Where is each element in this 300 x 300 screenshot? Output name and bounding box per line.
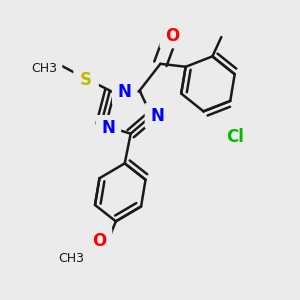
Text: N: N (101, 119, 115, 137)
FancyBboxPatch shape (217, 124, 253, 149)
FancyBboxPatch shape (27, 56, 62, 80)
FancyBboxPatch shape (112, 79, 137, 105)
FancyBboxPatch shape (53, 247, 89, 270)
Text: CH3: CH3 (32, 62, 58, 75)
Text: O: O (165, 27, 179, 45)
FancyBboxPatch shape (145, 103, 170, 129)
Text: N: N (118, 83, 132, 101)
Text: Cl: Cl (226, 128, 244, 146)
Text: CH3: CH3 (58, 252, 84, 265)
Text: N: N (151, 107, 164, 125)
FancyBboxPatch shape (96, 115, 121, 140)
Text: O: O (92, 232, 106, 250)
Text: S: S (80, 71, 92, 89)
FancyBboxPatch shape (160, 23, 185, 48)
FancyBboxPatch shape (73, 68, 99, 93)
FancyBboxPatch shape (87, 228, 112, 254)
